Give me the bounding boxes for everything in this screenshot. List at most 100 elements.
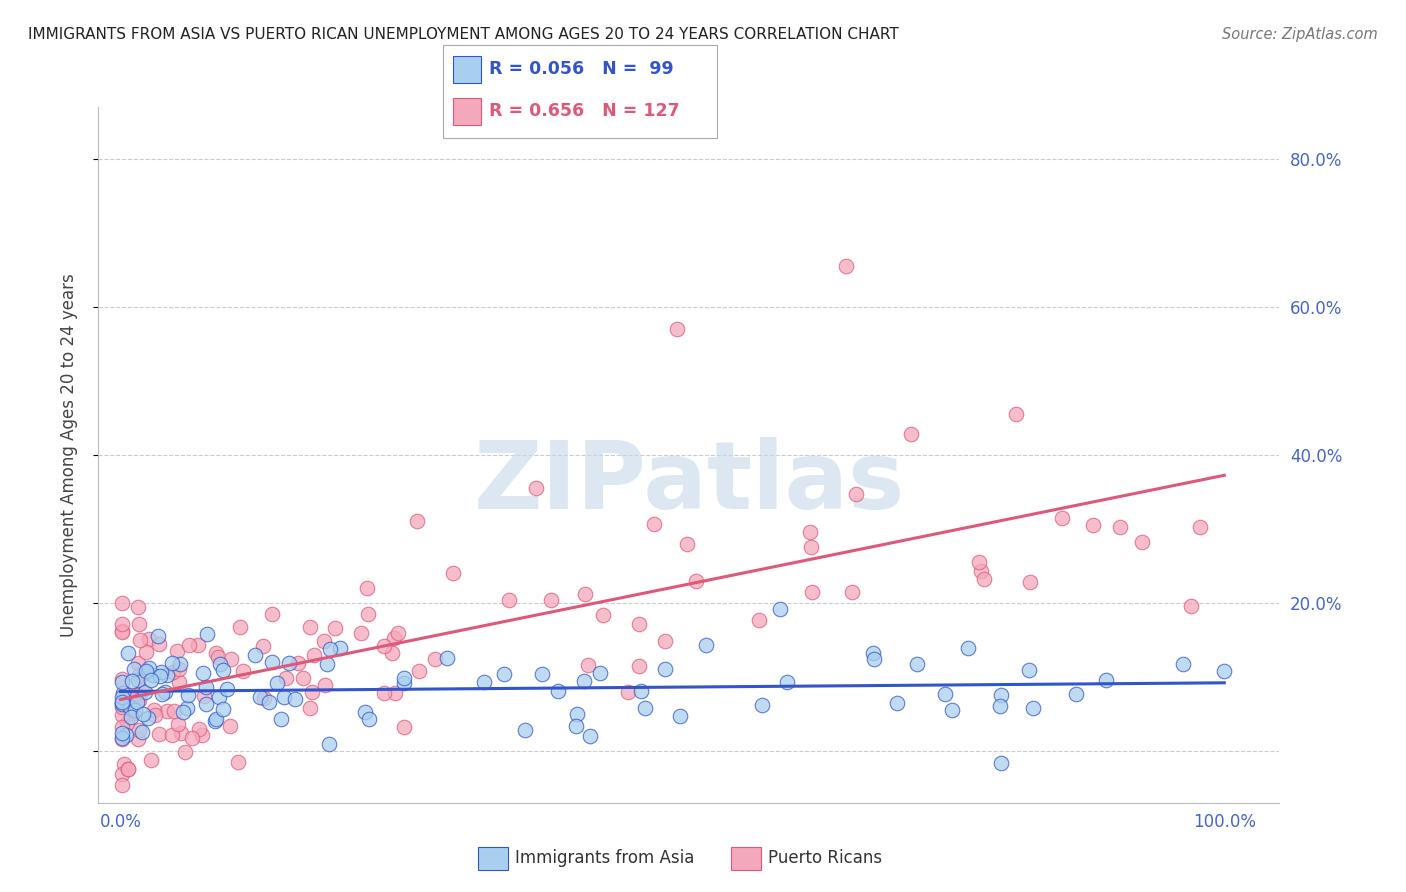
Point [177, 638, 200, 652]
Point [630, 683, 652, 698]
Point [143, 703, 166, 717]
Point [148, 727, 170, 741]
Point [292, 671, 315, 685]
Point [117, 762, 139, 776]
Point [769, 601, 792, 615]
Point [120, 702, 142, 716]
Point [112, 688, 135, 702]
Point [128, 616, 150, 631]
Point [834, 259, 856, 273]
Point [152, 687, 174, 701]
Point [120, 710, 142, 724]
Point [111, 686, 134, 700]
Point [592, 608, 614, 623]
Point [188, 722, 211, 736]
Point [110, 731, 132, 746]
Point [1094, 673, 1116, 687]
Point [167, 716, 190, 731]
Point [135, 645, 157, 659]
Point [121, 691, 143, 706]
Point [124, 703, 146, 717]
Point [125, 695, 148, 709]
Point [110, 616, 132, 631]
Point [252, 639, 274, 653]
Point [148, 669, 170, 683]
Point [249, 690, 271, 704]
Point [666, 322, 689, 336]
Point [259, 695, 281, 709]
Point [195, 698, 218, 712]
Point [110, 732, 132, 747]
Point [1189, 520, 1212, 534]
Point [156, 704, 179, 718]
Text: ZIPatlas: ZIPatlas [474, 437, 904, 529]
Point [315, 657, 337, 672]
Point [128, 667, 150, 681]
Point [572, 673, 595, 688]
Point [299, 619, 322, 633]
Point [441, 566, 464, 580]
Point [121, 698, 143, 712]
Point [120, 706, 142, 720]
Point [513, 723, 536, 737]
Point [143, 708, 166, 723]
Point [801, 585, 824, 599]
Point [990, 699, 1012, 714]
Point [207, 650, 229, 665]
Point [120, 699, 142, 714]
Point [205, 646, 228, 660]
Point [1050, 511, 1073, 525]
Text: R = 0.656   N = 127: R = 0.656 N = 127 [489, 102, 681, 120]
Point [142, 668, 165, 682]
Point [138, 632, 160, 646]
Point [628, 617, 651, 632]
Point [112, 697, 135, 711]
Point [134, 685, 156, 699]
Point [117, 688, 139, 702]
Point [530, 667, 553, 681]
Point [167, 675, 190, 690]
Point [695, 638, 717, 652]
Point [120, 694, 142, 708]
Point [218, 719, 240, 733]
Point [111, 720, 134, 734]
Point [191, 665, 214, 680]
Point [127, 732, 149, 747]
Point [205, 712, 228, 726]
Point [905, 657, 928, 672]
Point [204, 714, 226, 728]
Text: R = 0.056   N =  99: R = 0.056 N = 99 [489, 60, 673, 78]
Point [111, 625, 134, 640]
Point [110, 726, 132, 740]
Point [110, 707, 132, 722]
Point [187, 639, 209, 653]
Point [191, 728, 214, 742]
Point [110, 700, 132, 714]
Point [273, 690, 295, 704]
Point [136, 711, 159, 725]
Point [128, 723, 150, 737]
Text: Immigrants from Asia: Immigrants from Asia [515, 849, 695, 867]
Point [973, 572, 995, 586]
Point [373, 686, 395, 700]
Point [115, 695, 138, 709]
Point [194, 680, 217, 694]
Point [121, 673, 143, 688]
Point [174, 745, 197, 759]
Point [408, 664, 430, 678]
Point [160, 728, 183, 742]
Point [547, 684, 569, 698]
Point [131, 706, 153, 721]
Point [208, 690, 231, 704]
Point [169, 657, 191, 671]
Point [1212, 664, 1234, 678]
Point [654, 662, 676, 676]
Point [228, 620, 250, 634]
Point [617, 685, 640, 699]
Point [359, 712, 381, 726]
Point [748, 613, 770, 627]
Point [260, 656, 283, 670]
Point [127, 657, 149, 671]
Point [934, 687, 956, 701]
Point [153, 685, 176, 699]
